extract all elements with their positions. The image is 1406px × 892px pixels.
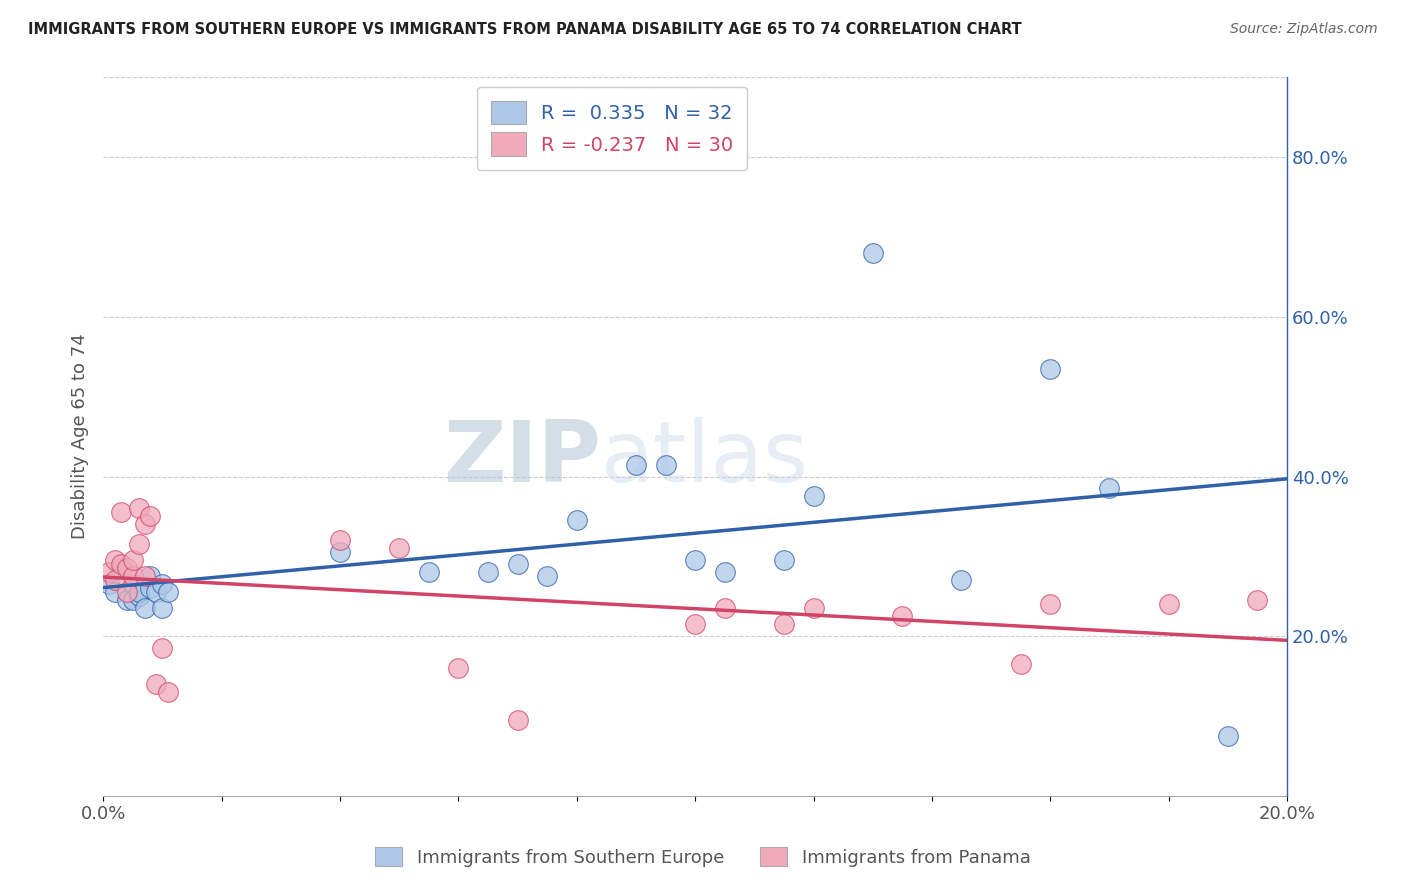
Point <box>329 545 352 559</box>
Point <box>134 569 156 583</box>
Point <box>506 558 529 572</box>
Point <box>1246 593 1268 607</box>
Point <box>110 561 132 575</box>
Text: ZIP: ZIP <box>443 417 600 500</box>
Point <box>1157 597 1180 611</box>
Point <box>891 609 914 624</box>
Point <box>157 585 180 599</box>
Point <box>536 569 558 583</box>
Point <box>115 593 138 607</box>
Point <box>1010 657 1032 671</box>
Point <box>418 566 440 580</box>
Point <box>447 661 470 675</box>
Legend: R =  0.335   N = 32, R = -0.237   N = 30: R = 0.335 N = 32, R = -0.237 N = 30 <box>477 87 747 169</box>
Text: Source: ZipAtlas.com: Source: ZipAtlas.com <box>1230 22 1378 37</box>
Text: atlas: atlas <box>600 417 808 500</box>
Point <box>134 601 156 615</box>
Point <box>803 490 825 504</box>
Point <box>145 585 167 599</box>
Point <box>128 501 150 516</box>
Point <box>713 566 735 580</box>
Y-axis label: Disability Age 65 to 74: Disability Age 65 to 74 <box>72 334 89 540</box>
Point <box>150 641 173 656</box>
Point <box>950 574 973 588</box>
Point <box>713 601 735 615</box>
Point <box>803 601 825 615</box>
Point <box>145 677 167 691</box>
Point <box>150 577 173 591</box>
Point <box>121 569 143 583</box>
Point <box>683 617 706 632</box>
Point <box>773 617 796 632</box>
Point <box>134 517 156 532</box>
Point <box>110 558 132 572</box>
Point <box>329 533 352 548</box>
Point <box>150 601 173 615</box>
Point <box>477 566 499 580</box>
Point <box>506 713 529 727</box>
Point <box>98 577 121 591</box>
Point <box>98 566 121 580</box>
Point <box>139 569 162 583</box>
Point <box>1039 361 1062 376</box>
Point <box>388 541 411 556</box>
Point <box>121 553 143 567</box>
Point <box>624 458 647 472</box>
Point <box>1098 482 1121 496</box>
Text: IMMIGRANTS FROM SOUTHERN EUROPE VS IMMIGRANTS FROM PANAMA DISABILITY AGE 65 TO 7: IMMIGRANTS FROM SOUTHERN EUROPE VS IMMIG… <box>28 22 1022 37</box>
Point <box>1039 597 1062 611</box>
Point <box>683 553 706 567</box>
Point <box>104 553 127 567</box>
Point <box>1216 729 1239 743</box>
Point <box>862 246 884 260</box>
Point <box>121 593 143 607</box>
Point <box>157 685 180 699</box>
Point <box>128 585 150 599</box>
Point <box>654 458 676 472</box>
Point <box>565 513 588 527</box>
Point <box>104 574 127 588</box>
Point <box>104 585 127 599</box>
Point <box>115 585 138 599</box>
Point <box>773 553 796 567</box>
Point <box>139 581 162 595</box>
Point <box>115 561 138 575</box>
Point <box>121 577 143 591</box>
Point <box>128 537 150 551</box>
Legend: Immigrants from Southern Europe, Immigrants from Panama: Immigrants from Southern Europe, Immigra… <box>368 840 1038 874</box>
Point <box>139 509 162 524</box>
Point <box>110 505 132 519</box>
Point <box>128 589 150 603</box>
